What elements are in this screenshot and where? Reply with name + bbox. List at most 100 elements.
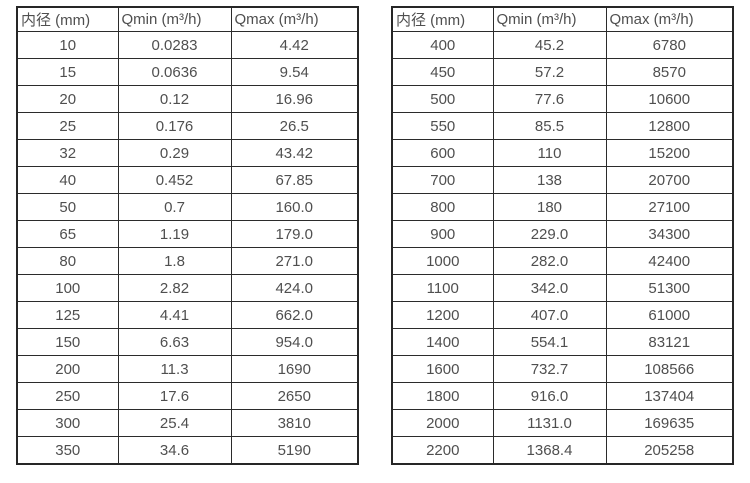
- table-cell: 100: [16, 274, 119, 302]
- table-row: 300 25.4 3810: [16, 409, 359, 437]
- table-cell: 0.29: [117, 139, 232, 167]
- table-cell: 61000: [605, 301, 734, 329]
- flow-table-large-diameters: 内径 (mm) Qmin (m³/h) Qmax (m³/h) 400 45.2 6…: [391, 6, 734, 465]
- table-cell: 700: [391, 166, 494, 194]
- table-cell: 10600: [605, 85, 734, 113]
- table-row: 100 2.82 424.0: [16, 274, 359, 302]
- table-cell: 137404: [605, 382, 734, 410]
- table-cell: 0.452: [117, 166, 232, 194]
- table-cell: 1000: [391, 247, 494, 275]
- table-cell: 1100: [391, 274, 494, 302]
- table-cell: 20: [16, 85, 119, 113]
- table-cell: 1200: [391, 301, 494, 329]
- table-cell: 0.0636: [117, 58, 232, 86]
- table-cell: 554.1: [492, 328, 607, 356]
- column-header-diameter: 内径 (mm): [16, 6, 119, 32]
- header-row: 内径 (mm) Qmin (m³/h) Qmax (m³/h): [391, 6, 734, 32]
- table-cell: 67.85: [230, 166, 359, 194]
- table-row: 65 1.19 179.0: [16, 220, 359, 248]
- table-cell: 1131.0: [492, 409, 607, 437]
- table-cell: 138: [492, 166, 607, 194]
- table-cell: 43.42: [230, 139, 359, 167]
- table-cell: 1600: [391, 355, 494, 383]
- table-cell: 0.0283: [117, 31, 232, 59]
- column-header-qmax: Qmax (m³/h): [605, 6, 734, 32]
- table-cell: 0.12: [117, 85, 232, 113]
- table-row: 800 180 27100: [391, 193, 734, 221]
- table-row: 600 110 15200: [391, 139, 734, 167]
- table-row: 900 229.0 34300: [391, 220, 734, 248]
- table-row: 32 0.29 43.42: [16, 139, 359, 167]
- table-cell: 400: [391, 31, 494, 59]
- table-cell: 407.0: [492, 301, 607, 329]
- table-cell: 42400: [605, 247, 734, 275]
- column-header-qmax: Qmax (m³/h): [230, 6, 359, 32]
- table-cell: 342.0: [492, 274, 607, 302]
- table-row: 80 1.8 271.0: [16, 247, 359, 275]
- table-cell: 1690: [230, 355, 359, 383]
- table-cell: 85.5: [492, 112, 607, 140]
- table-cell: 65: [16, 220, 119, 248]
- table-row: 20 0.12 16.96: [16, 85, 359, 113]
- table-cell: 80: [16, 247, 119, 275]
- table-cell: 300: [16, 409, 119, 437]
- table-cell: 108566: [605, 355, 734, 383]
- table-cell: 1800: [391, 382, 494, 410]
- table-cell: 250: [16, 382, 119, 410]
- table-cell: 1.8: [117, 247, 232, 275]
- table-cell: 6.63: [117, 328, 232, 356]
- table-cell: 900: [391, 220, 494, 248]
- table-cell: 2200: [391, 436, 494, 465]
- table-row: 1200 407.0 61000: [391, 301, 734, 329]
- column-header-qmin: Qmin (m³/h): [117, 6, 232, 32]
- table-cell: 1400: [391, 328, 494, 356]
- table-cell: 51300: [605, 274, 734, 302]
- table-cell: 34.6: [117, 436, 232, 465]
- table-cell: 282.0: [492, 247, 607, 275]
- table-row: 1400 554.1 83121: [391, 328, 734, 356]
- table-body-large-diameters: 400 45.2 6780 450 57.2 8570 500 77.6 10600 550 85.…: [391, 31, 734, 465]
- table-cell: 6780: [605, 31, 734, 59]
- table-cell: 2650: [230, 382, 359, 410]
- table-cell: 4.42: [230, 31, 359, 59]
- table-row: 450 57.2 8570: [391, 58, 734, 86]
- table-row: 550 85.5 12800: [391, 112, 734, 140]
- table-cell: 3810: [230, 409, 359, 437]
- table-cell: 25.4: [117, 409, 232, 437]
- table-row: 350 34.6 5190: [16, 436, 359, 465]
- table-cell: 110: [492, 139, 607, 167]
- table-cell: 600: [391, 139, 494, 167]
- table-cell: 5190: [230, 436, 359, 465]
- table-cell: 25: [16, 112, 119, 140]
- table-row: 2000 1131.0 169635: [391, 409, 734, 437]
- table-cell: 20700: [605, 166, 734, 194]
- table-cell: 15: [16, 58, 119, 86]
- table-cell: 500: [391, 85, 494, 113]
- table-row: 10 0.0283 4.42: [16, 31, 359, 59]
- table-cell: 16.96: [230, 85, 359, 113]
- table-cell: 169635: [605, 409, 734, 437]
- table-row: 2200 1368.4 205258: [391, 436, 734, 465]
- table-cell: 350: [16, 436, 119, 465]
- table-body-small-diameters: 10 0.0283 4.42 15 0.0636 9.54 20 0.12 16.96 25 0.1…: [16, 31, 359, 465]
- table-cell: 200: [16, 355, 119, 383]
- column-header-diameter: 内径 (mm): [391, 6, 494, 32]
- table-cell: 1.19: [117, 220, 232, 248]
- table-cell: 8570: [605, 58, 734, 86]
- table-cell: 424.0: [230, 274, 359, 302]
- table-cell: 229.0: [492, 220, 607, 248]
- table-row: 1100 342.0 51300: [391, 274, 734, 302]
- table-cell: 179.0: [230, 220, 359, 248]
- table-row: 25 0.176 26.5: [16, 112, 359, 140]
- table-cell: 205258: [605, 436, 734, 465]
- table-cell: 916.0: [492, 382, 607, 410]
- table-cell: 2.82: [117, 274, 232, 302]
- table-row: 1800 916.0 137404: [391, 382, 734, 410]
- flow-table-small-diameters: 内径 (mm) Qmin (m³/h) Qmax (m³/h) 10 0.0283…: [16, 6, 359, 465]
- table-cell: 662.0: [230, 301, 359, 329]
- table-cell: 77.6: [492, 85, 607, 113]
- table-row: 1000 282.0 42400: [391, 247, 734, 275]
- table-cell: 40: [16, 166, 119, 194]
- table-row: 200 11.3 1690: [16, 355, 359, 383]
